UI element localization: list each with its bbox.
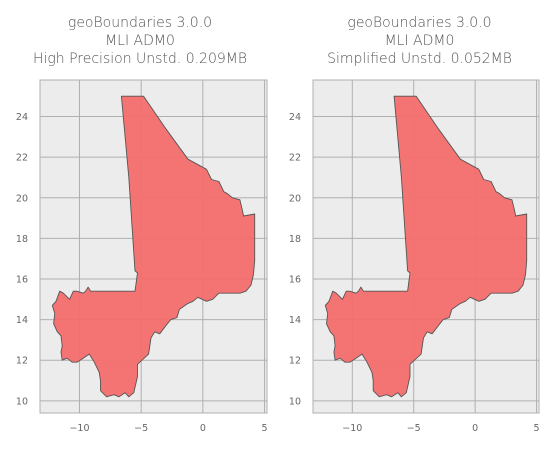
y-tick-label: 22 (289, 153, 301, 164)
map-plot: −10 −5 0 5 10 12 14 16 18 20 22 24 (16, 79, 268, 434)
map-panel-simplified: geoBoundaries 3.0.0 MLI ADM0 Simplified … (280, 0, 559, 454)
x-tick-label: −5 (134, 423, 148, 434)
y-tick-label: 12 (289, 356, 301, 367)
x-tick-label: 5 (262, 423, 268, 434)
y-tick-label: 10 (16, 396, 28, 407)
x-tick-label: −10 (342, 423, 362, 434)
y-tick-label: 20 (16, 193, 28, 204)
y-tick-label: 14 (16, 315, 28, 326)
x-tick-label: −10 (69, 423, 89, 434)
map-plot: −10 −5 0 5 10 12 14 16 18 20 22 24 (289, 79, 540, 434)
title-line-1: geoBoundaries 3.0.0 (67, 15, 213, 31)
y-tick-label: 18 (16, 234, 28, 245)
x-tick-label: −5 (407, 423, 421, 434)
y-tick-label: 18 (289, 234, 301, 245)
title-line-1: geoBoundaries 3.0.0 (347, 15, 492, 31)
y-tick-label: 12 (16, 356, 28, 367)
country-polygon (51, 95, 256, 398)
y-tick-label: 22 (16, 153, 28, 164)
x-tick-label: 5 (534, 423, 540, 434)
map-panel-high-precision: geoBoundaries 3.0.0 MLI ADM0 High Precis… (0, 14, 280, 434)
country-polygon (324, 95, 528, 398)
title-line-3: High Precision Unstd. 0.209MB (32, 51, 248, 67)
y-tick-label: 16 (16, 274, 28, 285)
map-title: geoBoundaries 3.0.0 MLI ADM0 High Precis… (0, 14, 280, 68)
y-tick-label: 10 (289, 396, 301, 407)
x-tick-label: 0 (200, 423, 206, 434)
title-line-3: Simplified Unstd. 0.052MB (327, 51, 512, 67)
title-line-2: MLI ADM0 (384, 33, 455, 49)
y-tick-label: 14 (289, 315, 301, 326)
y-tick-label: 20 (289, 193, 301, 204)
title-line-2: MLI ADM0 (105, 33, 175, 49)
y-tick-label: 16 (289, 274, 301, 285)
x-tick-label: 0 (472, 423, 478, 434)
y-tick-label: 24 (289, 112, 301, 123)
map-title: geoBoundaries 3.0.0 MLI ADM0 Simplified … (280, 14, 559, 68)
y-tick-label: 24 (16, 112, 28, 123)
